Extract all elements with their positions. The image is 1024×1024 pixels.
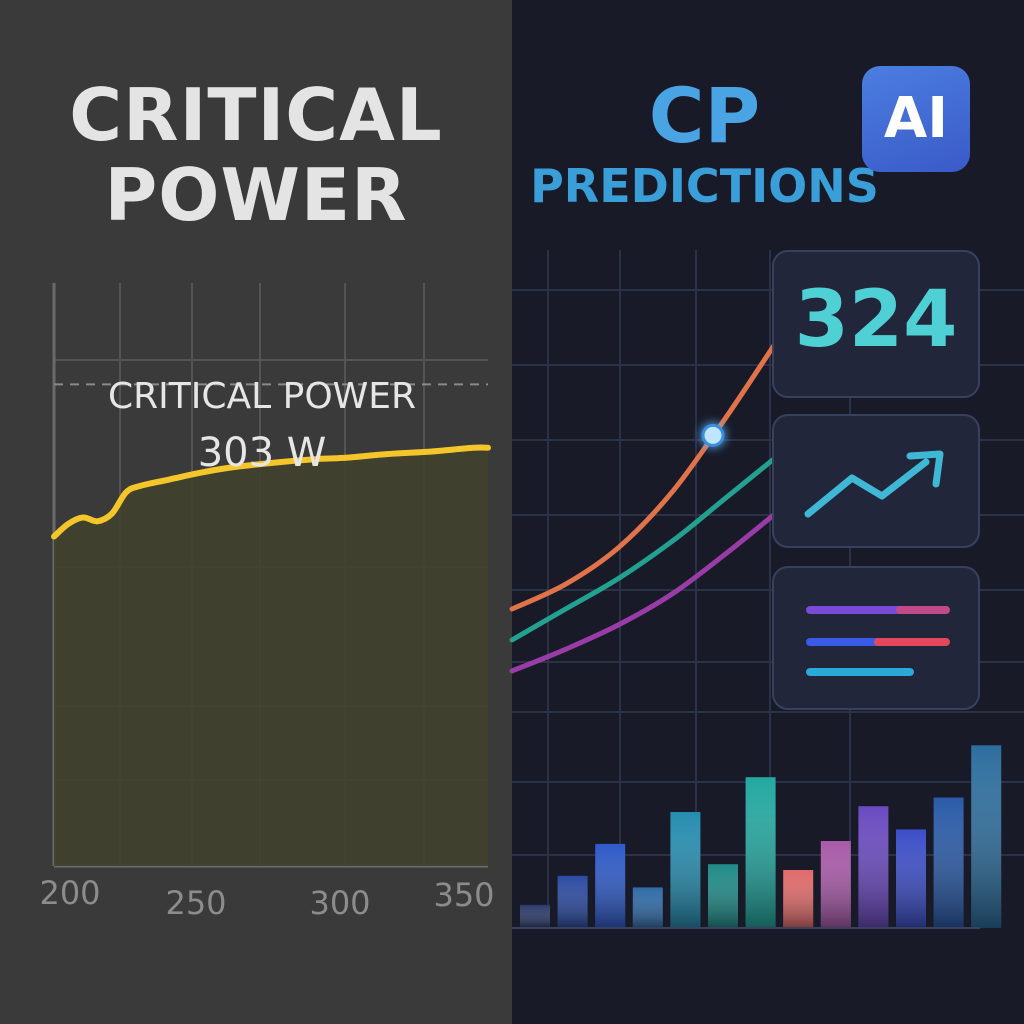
x-tick-label: 300	[309, 884, 370, 922]
prediction-bar-shade	[745, 777, 776, 928]
critical-power-annotation-value: 303 W	[198, 430, 327, 476]
trend-up-arrow-icon	[804, 450, 944, 518]
prediction-bar-shade	[557, 875, 588, 928]
prediction-bar-shade	[520, 904, 550, 928]
prediction-bar-shade	[595, 843, 626, 928]
prediction-bars	[520, 745, 1002, 928]
predictions-title: PREDICTIONS	[530, 159, 879, 213]
prediction-value-card: 324	[772, 250, 980, 398]
critical-power-title-line1: CRITICAL	[69, 73, 443, 157]
critical-power-title-line2: POWER	[104, 153, 408, 237]
highlight-point	[701, 423, 725, 447]
list-lines-icon	[806, 606, 950, 676]
prediction-bar-shade	[632, 887, 663, 928]
prediction-chart	[509, 250, 1024, 929]
prediction-curve-teal	[509, 451, 783, 643]
critical-power-chart: CRITICAL POWER 303 W 200 250 300 350	[39, 283, 495, 922]
x-tick-label: 350	[433, 876, 494, 914]
x-tick-label: 200	[39, 874, 100, 912]
x-tick-label: 250	[165, 884, 226, 922]
left-chart-x-tick-labels: 200 250 300 350	[39, 874, 494, 922]
prediction-bar-shade	[933, 797, 964, 928]
prediction-curve-purple	[509, 507, 783, 674]
power-curve-line	[51, 444, 491, 540]
prediction-bar-shade	[971, 745, 1002, 928]
prediction-bar-shade	[820, 841, 851, 928]
prediction-bar-shade	[708, 864, 738, 928]
list-card	[772, 566, 980, 710]
prediction-value: 324	[794, 275, 958, 365]
ai-badge: AI	[862, 66, 970, 172]
cp-title: CP	[648, 71, 761, 160]
prediction-bar-shade	[896, 829, 926, 928]
prediction-bar-shade	[670, 812, 701, 928]
trend-card	[772, 414, 980, 548]
prediction-bar-shade	[858, 806, 889, 928]
critical-power-annotation-label: CRITICAL POWER	[108, 376, 416, 417]
prediction-bar-shade	[783, 870, 814, 928]
prediction-curve-orange	[509, 333, 783, 612]
power-curve-area	[54, 447, 488, 866]
